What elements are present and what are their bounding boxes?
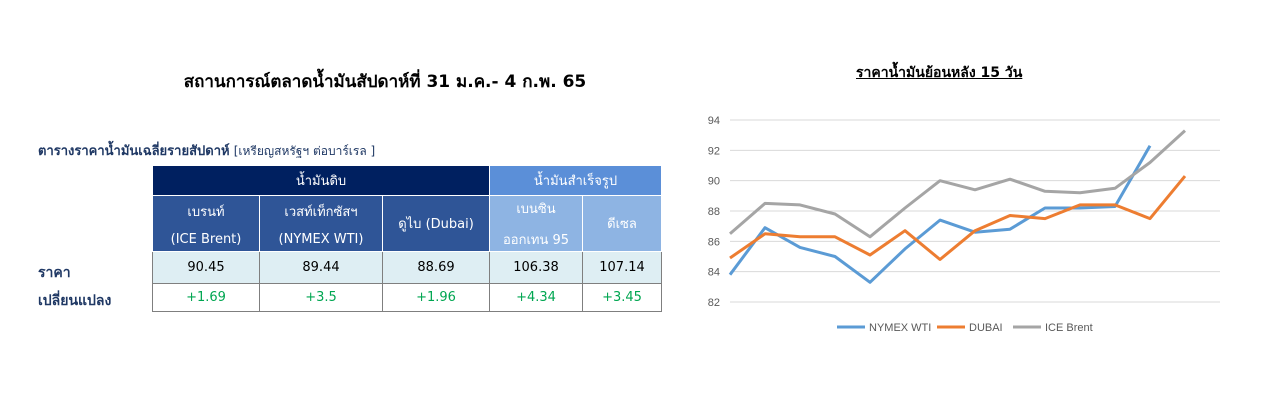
price-wti: 89.44	[259, 251, 383, 284]
main-title: สถานการณ์ตลาดน้ำมันสัปดาห์ที่ 31 ม.ค.- 4…	[183, 72, 587, 92]
col-header-line1: ดีเซล	[607, 217, 637, 232]
legend-label: ICE Brent	[1045, 322, 1093, 334]
col-header-dubai: ดูไบ (Dubai)	[382, 195, 490, 252]
series-line-dubai	[729, 175, 1187, 261]
chart-title: ราคาน้ำมันย้อนหลัง 15 วัน	[856, 65, 1023, 81]
change-wti: +3.5	[259, 283, 383, 312]
table-caption-unit: [เหรียญสหรัฐฯ ต่อบาร์เรล ]	[233, 144, 376, 158]
change-brent: +1.69	[152, 283, 260, 312]
table-caption-title: ตารางราคาน้ำมันเฉลี่ยรายสัปดาห์	[38, 144, 230, 159]
price-gasoline95: 106.38	[489, 251, 583, 284]
y-tick-label: 88	[708, 206, 720, 218]
series-line-nymex-wti	[728, 145, 1152, 284]
col-header-diesel: ดีเซล	[582, 195, 662, 252]
col-header-line2: (ICE Brent)	[170, 231, 242, 247]
col-header-line1: เบรนท์	[187, 204, 225, 220]
group-crude: น้ำมันดิบ	[152, 165, 490, 196]
y-tick-label: 84	[708, 267, 720, 279]
y-tick-label: 90	[708, 176, 720, 188]
price-dubai: 88.69	[382, 251, 490, 284]
col-header-brent: เบรนท์ (ICE Brent)	[152, 195, 260, 252]
price-line-chart: 82 84 86 88 90 92 94 NYMEX WTI DUBAI ICE Brent	[708, 115, 1220, 334]
y-tick-label: 92	[708, 145, 720, 157]
price-brent: 90.45	[152, 251, 260, 284]
price-table: น้ำมันดิบ น้ำมันสำเร็จรูป เบรนท์ (ICE Br…	[152, 165, 662, 312]
col-header-line2: (NYMEX WTI)	[278, 231, 364, 247]
series-line-ice-brent	[729, 129, 1187, 239]
row-label-change: เปลี่ยนแปลง	[38, 293, 112, 309]
price-diesel: 107.14	[582, 251, 662, 284]
change-gasoline95: +4.34	[489, 283, 583, 312]
change-diesel: +3.45	[582, 283, 662, 312]
col-header-wti: เวสท์เท็กซัสฯ (NYMEX WTI)	[259, 195, 383, 252]
col-header-gasoline95: เบนซิน ออกเทน 95	[489, 195, 583, 252]
change-dubai: +1.96	[382, 283, 490, 312]
col-header-line1: เบนซิน	[516, 201, 556, 217]
legend-label: DUBAI	[969, 322, 1003, 334]
table-caption: ตารางราคาน้ำมันเฉลี่ยรายสัปดาห์ [เหรียญส…	[38, 140, 375, 161]
y-tick-label: 94	[708, 115, 720, 127]
legend-label: NYMEX WTI	[869, 322, 931, 334]
group-refined: น้ำมันสำเร็จรูป	[489, 165, 662, 196]
col-header-line1: ดูไบ (Dubai)	[398, 217, 474, 232]
col-header-line1: เวสท์เท็กซัสฯ	[284, 204, 358, 220]
col-header-line2: ออกเทน 95	[502, 232, 570, 248]
y-tick-label: 86	[708, 236, 720, 248]
y-tick-label: 82	[708, 297, 720, 309]
row-label-price: ราคา	[38, 265, 71, 281]
